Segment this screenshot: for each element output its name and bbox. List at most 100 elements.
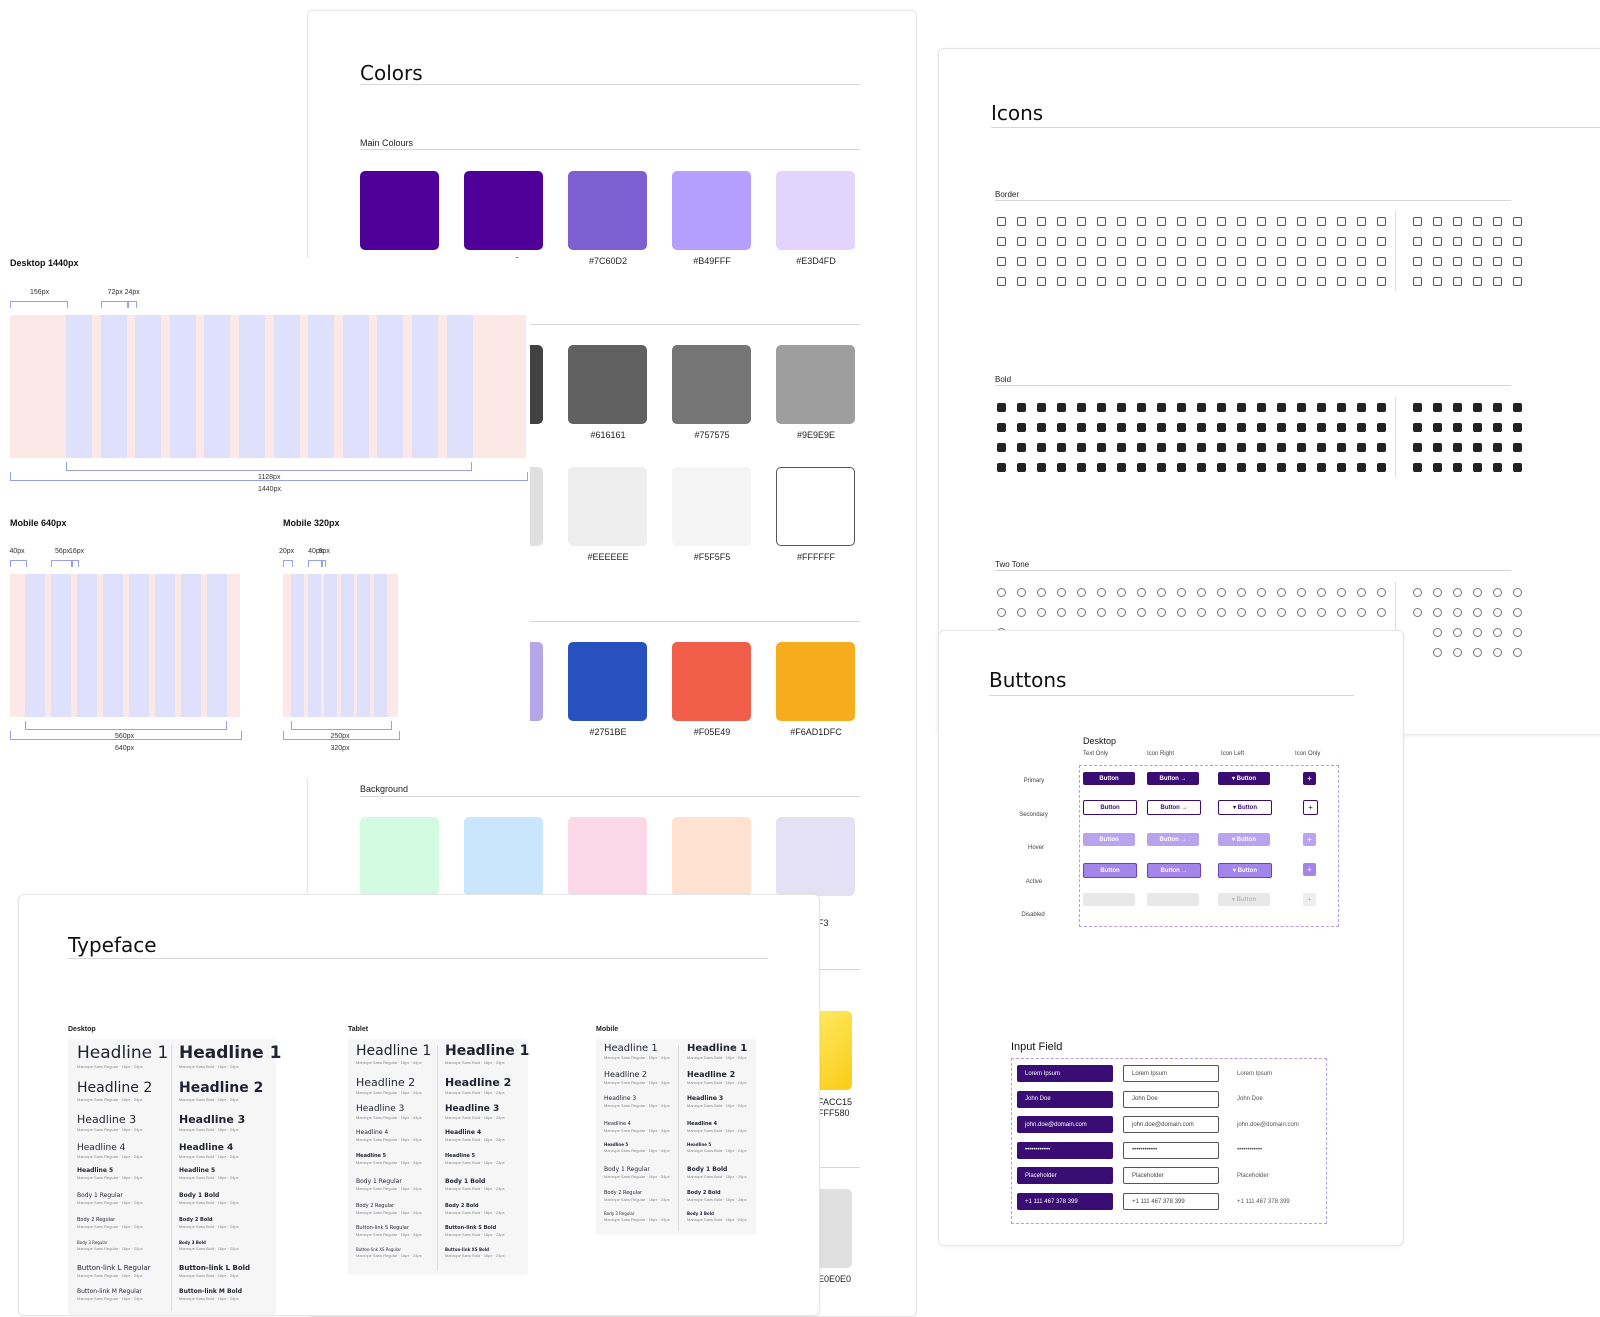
main-swatch [672,171,751,250]
plain-input-field[interactable]: •••••••••••• [1229,1141,1325,1159]
bold-icon [1131,397,1151,417]
gutter-measure: 16px [69,548,85,555]
twotone-icon [1071,602,1091,622]
type-meta: Manrope Sans Bold · 16px · 24px [179,1200,239,1205]
border-icon [1311,211,1331,231]
twotone-icon [1091,602,1111,622]
twotone-icon [1427,622,1447,642]
grid-column [51,574,71,717]
border-icon [1331,271,1351,291]
twotone-icon [1151,602,1171,622]
type-meta: Manrope Sans Bold · 16px · 24px [687,1174,747,1179]
active-button[interactable]: Button → [1147,863,1201,878]
bold-icon [1311,437,1331,457]
dark-input-field[interactable]: •••••••••••• [1017,1141,1113,1159]
border-icon [1427,231,1447,251]
mobile-bold-specimen: Headline 5 Manrope Sans Bold · 16px · 24p… [687,1142,747,1153]
bold-icon [1271,417,1291,437]
hover-button[interactable]: Button → [1147,833,1199,846]
active-button[interactable]: Button [1083,863,1137,878]
out-input-field[interactable]: Placeholder [1123,1167,1219,1185]
plain-input-field[interactable]: John Doe [1229,1090,1325,1108]
plain-input-field[interactable]: Placeholder [1229,1167,1325,1185]
twotone-icon [1011,602,1031,622]
twotone-icon [1447,642,1467,662]
twotone-icon [1507,602,1527,622]
border-icon [1271,251,1291,271]
bold-icon [1447,417,1467,437]
desktop-bold-specimen: Body 3 Bold Manrope Sans Bold · 16px · 24… [179,1240,239,1251]
primary-button[interactable]: ▾ Button [1218,772,1270,785]
border-icon [1231,271,1251,291]
plain-input-field[interactable]: +1 111 467 378 399 [1229,1193,1325,1210]
plain-input-field[interactable]: john.doe@domain.com [1229,1116,1325,1134]
out-input-field[interactable]: •••••••••••• [1123,1141,1219,1159]
type-meta: Manrope Sans Bold · 16px · 24px [445,1090,505,1095]
bold-icon [1131,437,1151,457]
bold-icon [1447,397,1467,417]
icon-divider [1395,397,1396,477]
out-input-field[interactable]: Lorem Ipsum [1123,1065,1219,1082]
bold-icon [1031,397,1051,417]
type-meta: Manrope Sans Bold · 16px · 24px [179,1224,239,1229]
bold-icon [1447,437,1467,457]
bold-label: Bold [995,375,1012,384]
border-icon [1331,231,1351,251]
mobile-bold-specimen: Headline 2 Manrope Sans Bold · 16px · 24p… [687,1070,747,1085]
disabled-button[interactable]: ▾ Button [1218,893,1270,906]
bold-icon [1171,397,1191,417]
dark-input-field[interactable]: Placeholder [1017,1167,1113,1185]
twotone-rule [995,570,1511,571]
grid-column [66,315,92,458]
active-icon-button[interactable]: + [1303,863,1316,876]
dark-input-field[interactable]: John Doe [1017,1090,1113,1108]
bold-icon [1071,457,1091,477]
col-icon-right: Icon Right [1147,751,1175,757]
border-icon [1271,231,1291,251]
out-input-field[interactable]: john.doe@domain.com [1123,1116,1219,1134]
primary-icon-button[interactable]: + [1303,772,1316,785]
active-button[interactable]: ▾ Button [1218,863,1272,878]
disabled-button[interactable] [1083,893,1135,906]
desktop-regular-specimen: Headline 3 Manrope Sans Regular · 16px · … [77,1113,143,1132]
hover-button[interactable]: Button [1083,833,1135,846]
hover-icon-button[interactable]: + [1303,833,1316,846]
bold-icon [1371,437,1391,457]
grid-column [307,574,321,717]
dark-input-field[interactable]: +1 111 467 378 399 [1017,1193,1113,1210]
plain-input-field[interactable]: Lorem Ipsum [1229,1065,1325,1082]
mobile-bold-specimen: Headline 3 Manrope Sans Bold · 16px · 24p… [687,1095,747,1108]
border-icon [1091,231,1111,251]
main-colours-label: Main Colours [360,138,414,148]
input-field-title: Input Field [1011,1041,1063,1053]
out-input-field[interactable]: +1 111 467 378 399 [1123,1193,1219,1210]
secondary-button[interactable]: ▾ Button [1218,800,1272,815]
out-input-field[interactable]: John Doe [1123,1090,1219,1108]
bold-icon [1091,397,1111,417]
background-label: Background [360,784,409,794]
main-hex: #B49FFF [693,256,731,266]
type-meta: Manrope Sans Regular · 16px · 24px [604,1128,670,1133]
primary-button[interactable]: Button [1083,772,1135,785]
dark-input-field[interactable]: Lorem Ipsum [1017,1065,1113,1082]
dark-input-field[interactable]: john.doe@domain.com [1017,1116,1113,1134]
secondary-button[interactable]: Button [1083,800,1137,815]
type-meta: Manrope Sans Regular · 16px · 24px [77,1246,143,1251]
type-meta: Manrope Sans Bold · 16px · 24px [687,1197,747,1202]
twotone-icon [1171,582,1191,602]
hover-button[interactable]: ▾ Button [1218,833,1270,846]
colors-title: Colors [360,61,423,85]
bold-icon [991,437,1011,457]
disabled-button[interactable] [1147,893,1199,906]
twotone-icon [1467,602,1487,622]
twotone-icon [991,602,1011,622]
desktop-bold-specimen: Headline 1 Manrope Sans Bold · 16px · 24p… [179,1043,282,1069]
primary-button[interactable]: Button → [1147,772,1199,785]
bold-icon [1291,397,1311,417]
tablet-bold-specimen: Headline 5 Manrope Sans Bold · 16px · 24p… [445,1153,505,1165]
disabled-icon-button[interactable]: + [1303,893,1316,906]
border-icon [1171,211,1191,231]
secondary-icon-button[interactable]: + [1303,800,1318,815]
secondary-button[interactable]: Button → [1147,800,1201,815]
input-frame [1011,1058,1327,1224]
